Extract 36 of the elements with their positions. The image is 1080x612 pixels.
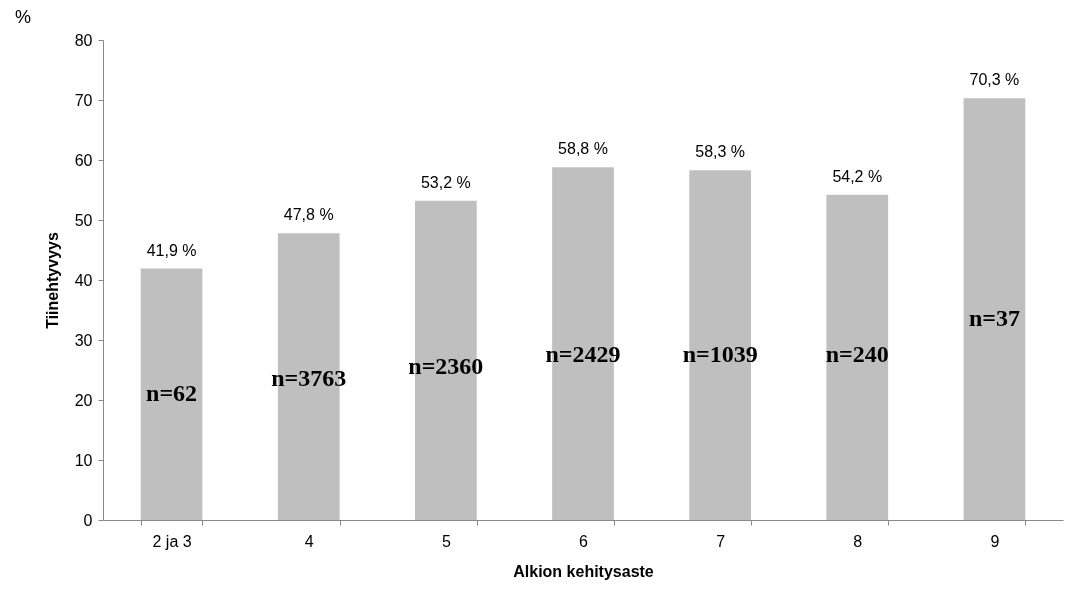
x-tick-label: 4: [304, 532, 314, 550]
x-tick-label: 6: [579, 532, 589, 550]
annotation: n=3763: [271, 364, 347, 391]
y-tick-label: 50: [74, 211, 93, 229]
data-label: 47,8 %: [283, 206, 334, 224]
data-label: 70,3 %: [969, 71, 1020, 89]
y-tick-label: 80: [74, 31, 93, 49]
x-tick-label: 9: [990, 532, 1000, 550]
bar: [140, 268, 203, 520]
annotation: n=2429: [545, 340, 621, 367]
y-tick-label: 0: [83, 511, 93, 529]
y-axis-title: Tiinehtyvyys: [43, 232, 61, 329]
bar: [826, 194, 889, 520]
data-label: 58,3 %: [695, 143, 746, 161]
annotation: n=1039: [682, 340, 758, 367]
x-tick-label: 8: [853, 532, 863, 550]
data-label: 54,2 %: [832, 167, 883, 185]
annotation: n=62: [146, 380, 198, 406]
x-tick-label: 7: [716, 532, 726, 550]
y-tick-label: 60: [74, 151, 93, 169]
text: %: [15, 7, 32, 27]
x-axis-title: Alkion kehitysaste: [513, 562, 654, 580]
y-tick-label: 30: [74, 331, 93, 349]
annotation: n=240: [825, 340, 889, 367]
y-tick-label: 10: [74, 451, 93, 469]
data-label: 58,8 %: [558, 140, 608, 158]
data-label: 41,9 %: [146, 241, 197, 259]
y-tick-label: 20: [74, 391, 93, 409]
bar: [963, 98, 1026, 520]
data-label: 53,2 %: [420, 173, 471, 191]
annotation: n=37: [968, 304, 1020, 331]
x-tick-label: 2 ja 3: [152, 532, 192, 550]
y-tick-label: 40: [74, 271, 93, 289]
y-tick-label: 70: [74, 91, 93, 109]
x-tick-label: 5: [441, 532, 451, 550]
annotation: n=2360: [408, 352, 484, 379]
